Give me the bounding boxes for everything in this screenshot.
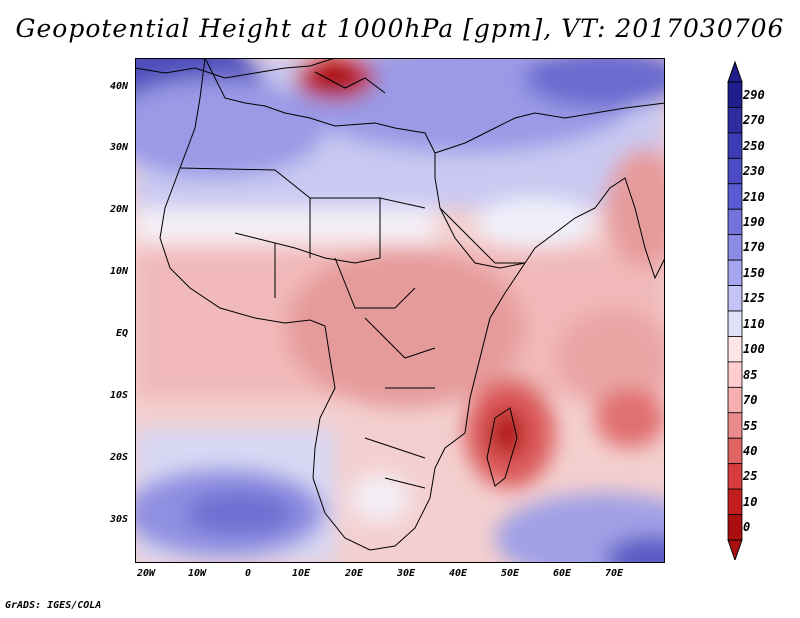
colorbar-label: 85 [743,367,758,382]
coastlines [135,58,665,551]
lat-label: 20N [109,204,128,215]
lat-label: EQ [115,328,128,339]
lon-label: 10E [291,568,311,579]
colorbar-label: 125 [743,291,765,306]
colorbar-swatch [727,157,743,185]
colorbar-arrow-top [727,60,743,83]
lon-label: 20W [136,568,156,579]
colorbar-label: 210 [743,189,765,204]
colorbar-label: 190 [743,214,765,229]
credit: GrADS: IGES/COLA [5,600,102,611]
colorbar-swatch [727,81,743,108]
lon-label: 20E [344,568,364,579]
lat-label: 40N [109,81,128,92]
lon-label: 50E [500,568,520,579]
colorbar-label: 40 [743,443,758,458]
colorbar-swatch [727,336,743,363]
lat-label: 10S [109,390,128,401]
colorbar-swatch [727,259,743,286]
colorbar-label: 110 [743,316,765,331]
lon-label: 10W [187,568,207,579]
lon-label: 70E [604,568,624,579]
colorbar-swatch [727,183,743,210]
colorbar-swatch [727,107,743,134]
colorbar-label: 170 [743,240,765,255]
map-panel [135,58,665,563]
colorbar-label: 290 [743,87,765,102]
colorbar-swatch [727,463,743,490]
chart-title: Geopotential Height at 1000hPa [gpm], VT… [15,14,785,43]
colorbar-arrow-bottom [727,539,743,560]
colorbar-swatch [727,361,743,388]
colorbar-swatch [727,514,743,541]
lat-label: 20S [109,452,128,463]
colorbar-label: 250 [743,138,765,153]
lat-label: 30N [109,142,128,153]
lon-label: 60E [552,568,572,579]
colorbar-swatch [727,488,743,515]
colorbar-label: 270 [743,113,765,128]
colorbar-swatch [727,132,743,159]
colorbar-label: 55 [743,418,758,433]
colorbar-label: 10 [743,494,758,509]
lat-label: 10N [109,266,128,277]
colorbar-label: 150 [743,265,765,280]
lat-label: 30S [109,514,128,525]
lon-label: 40E [448,568,468,579]
colorbar-label: 100 [743,342,765,357]
lon-label: 30E [396,568,416,579]
colorbar-swatch [727,386,743,414]
colorbar-label: 70 [743,393,758,408]
colorbar-label: 25 [743,469,758,484]
lon-label: 0 [244,568,252,579]
colorbar-label: 230 [743,164,765,179]
colorbar-swatch [727,285,743,312]
colorbar-swatch [727,310,743,337]
colorbar-swatch [727,208,743,236]
colorbar-label: 0 [743,520,751,535]
height-field [135,58,665,563]
colorbar-swatch [727,412,743,439]
colorbar-swatch [727,234,743,261]
colorbar [727,60,743,560]
colorbar-swatch [727,437,743,465]
